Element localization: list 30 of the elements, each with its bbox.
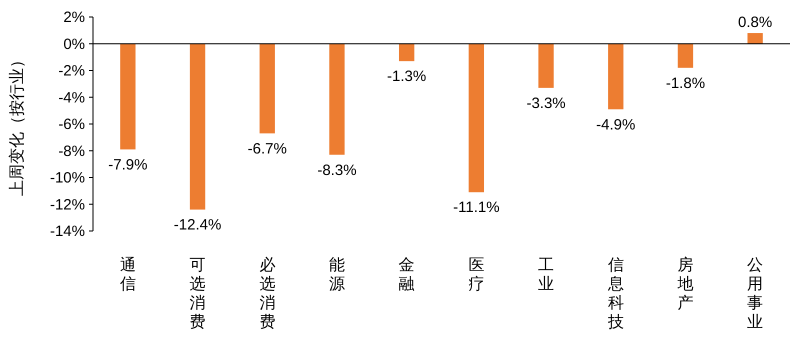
y-tick-label: -12% <box>50 196 85 214</box>
x-tick-label: 信息科技 <box>606 257 624 331</box>
y-tick-label: -8% <box>58 142 85 160</box>
y-tick-label: -4% <box>58 89 85 106</box>
x-tick-label: 工业 <box>538 257 554 293</box>
data-label: -7.9% <box>108 156 148 174</box>
data-label: -3.3% <box>526 94 566 112</box>
data-label: -1.8% <box>666 74 706 92</box>
x-tick-label: 医疗 <box>468 257 484 293</box>
data-label: -11.1% <box>453 199 500 216</box>
x-tick-label: 房地产 <box>676 256 694 312</box>
data-label: -12.4% <box>174 216 222 234</box>
y-tick-label: -10% <box>50 170 85 186</box>
y-tick-label: -14% <box>50 223 85 240</box>
y-axis-title: 上周变化（按行业） <box>8 52 26 196</box>
x-tick-label: 公用事业 <box>747 257 764 331</box>
y-tick-label: 0% <box>63 36 85 53</box>
y-tick-label: -6% <box>58 116 85 133</box>
data-label: -6.7% <box>248 140 287 158</box>
y-tick-label: -2% <box>58 62 85 80</box>
y-tick-label: 2% <box>63 9 85 26</box>
x-tick-label: 能源 <box>328 256 345 293</box>
data-label: -1.3% <box>387 68 426 86</box>
x-tick-label: 必选消费 <box>259 256 276 331</box>
x-tick-label: 金融 <box>398 257 415 293</box>
x-tick-label: 通信 <box>120 256 136 293</box>
data-label: 0.8% <box>738 14 772 32</box>
data-label: -8.3% <box>317 162 357 179</box>
data-label: -4.9% <box>596 116 636 134</box>
x-tick-label: 可选消费 <box>190 257 206 331</box>
